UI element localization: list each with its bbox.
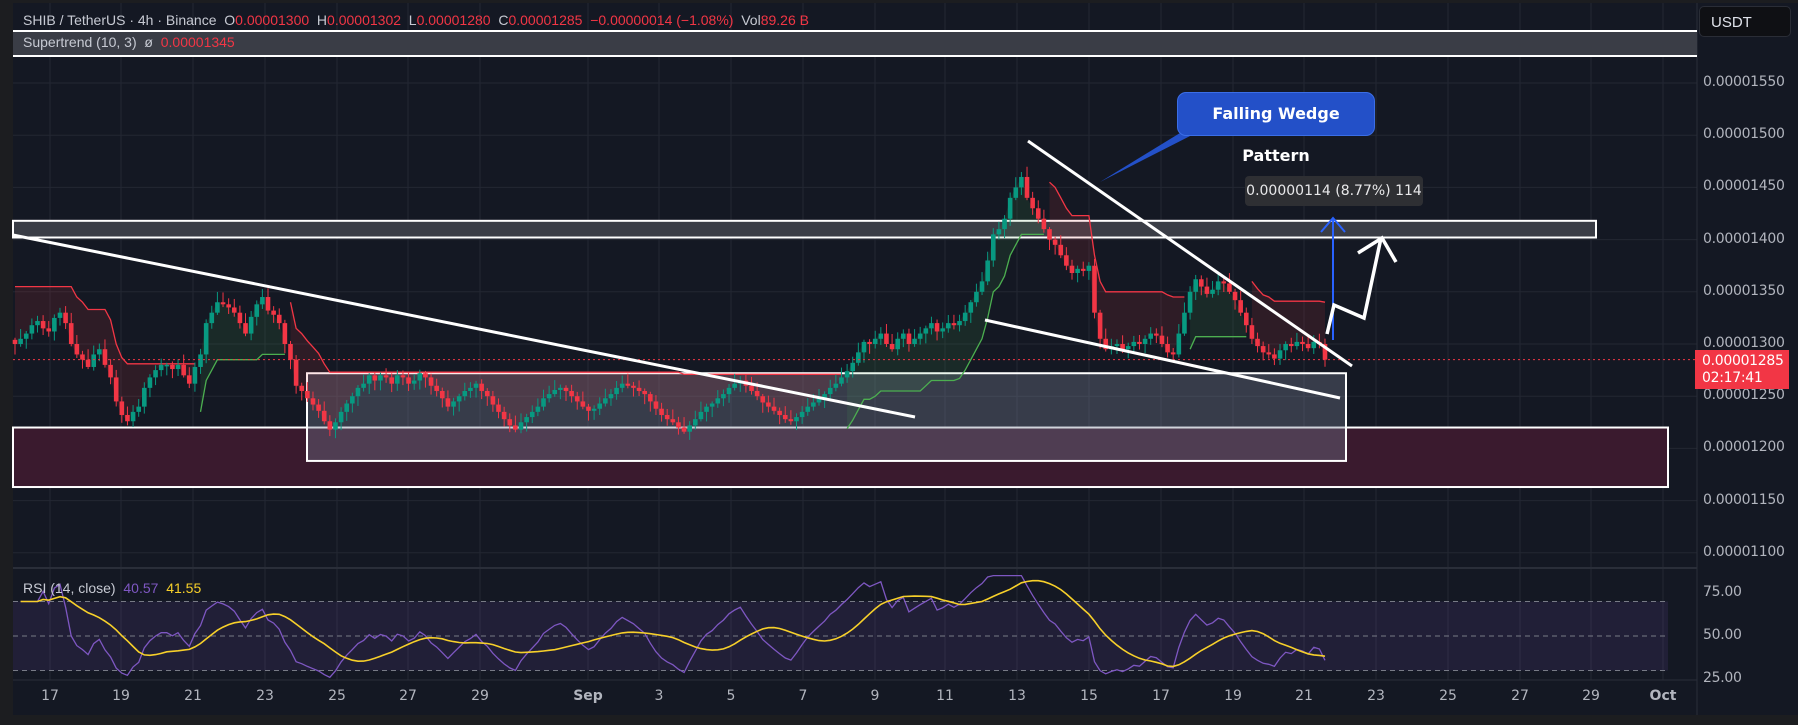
time-tick: 27 — [399, 688, 417, 704]
supertrend-legend[interactable]: Supertrend (10, 3) ø 0.00001345 — [23, 34, 235, 50]
high-value: 0.00001302 — [327, 12, 402, 28]
price-tick: 0.00001200 — [1703, 439, 1785, 456]
volume-value: 89.26 B — [760, 12, 809, 28]
close-value: 0.00001285 — [508, 12, 583, 28]
header-band — [13, 31, 1697, 56]
price-tick: 0.00001250 — [1703, 387, 1785, 404]
price-tick: 0.00001500 — [1703, 126, 1785, 143]
symbol-legend[interactable]: SHIB / TetherUS · 4h · Binance O0.000013… — [23, 12, 809, 28]
time-tick: 19 — [112, 688, 130, 704]
time-tick: 23 — [256, 688, 274, 704]
time-tick: 21 — [1295, 688, 1313, 704]
time-tick: 17 — [41, 688, 59, 704]
time-tick: 29 — [471, 688, 489, 704]
time-tick: 15 — [1080, 688, 1098, 704]
falling-wedge-callout[interactable]: Falling Wedge Pattern — [1177, 92, 1375, 165]
time-tick: 21 — [184, 688, 202, 704]
time-tick: 27 — [1511, 688, 1529, 704]
open-value: 0.00001300 — [235, 12, 310, 28]
currency-button[interactable]: USDT — [1699, 6, 1791, 37]
time-tick: 29 — [1582, 688, 1600, 704]
drawings — [12, 133, 1398, 419]
time-tick: Oct — [1649, 688, 1677, 704]
price-tick: 0.00001300 — [1703, 335, 1785, 351]
time-tick: 3 — [654, 688, 664, 704]
candles — [12, 166, 1697, 440]
time-tick: 17 — [1152, 688, 1170, 704]
time-tick: 13 — [1008, 688, 1026, 704]
symbol-title: SHIB / TetherUS · 4h · Binance — [23, 12, 217, 28]
time-tick: 25 — [1439, 688, 1457, 704]
time-tick: 19 — [1224, 688, 1242, 704]
price-tick: 0.00001550 — [1703, 74, 1785, 90]
change-value: −0.00000014 (−1.08%) — [590, 12, 734, 28]
time-tick: 23 — [1367, 688, 1385, 704]
rsi-pane — [13, 574, 1668, 679]
rsi-tick: 50.00 — [1703, 627, 1742, 643]
price-zones — [12, 219, 1669, 489]
bar-countdown: 02:17:41 — [1702, 370, 1763, 386]
rsi-tick: 25.00 — [1703, 670, 1742, 687]
price-tick: 0.00001150 — [1703, 491, 1785, 508]
rsi-ma-value: 41.55 — [166, 580, 202, 596]
time-tick: 9 — [870, 688, 880, 704]
price-tick: 0.00001100 — [1703, 543, 1785, 560]
time-tick: 25 — [328, 688, 346, 704]
last-price: 0.00001285 — [1702, 353, 1784, 369]
price-tick: 0.00001450 — [1703, 178, 1785, 195]
price-tick: 0.00001350 — [1703, 282, 1785, 299]
rsi-legend[interactable]: RSI (14, close) 40.57 41.55 — [23, 580, 202, 596]
time-tick: Sep — [573, 688, 603, 704]
time-tick: 5 — [726, 688, 736, 704]
time-tick: 7 — [798, 688, 808, 704]
supertrend-value: 0.00001345 — [160, 34, 235, 50]
grid-lines — [13, 3, 1698, 715]
low-value: 0.00001280 — [416, 12, 491, 28]
price-tick: 0.00001400 — [1703, 230, 1785, 247]
measure-label[interactable]: 0.00000114 (8.77%) 114 — [1245, 176, 1423, 206]
rsi-tick: 75.00 — [1703, 583, 1742, 600]
rsi-value: 40.57 — [123, 580, 159, 596]
last-price-label: 0.00001285 02:17:41 — [1695, 350, 1789, 389]
time-tick: 11 — [936, 688, 954, 704]
